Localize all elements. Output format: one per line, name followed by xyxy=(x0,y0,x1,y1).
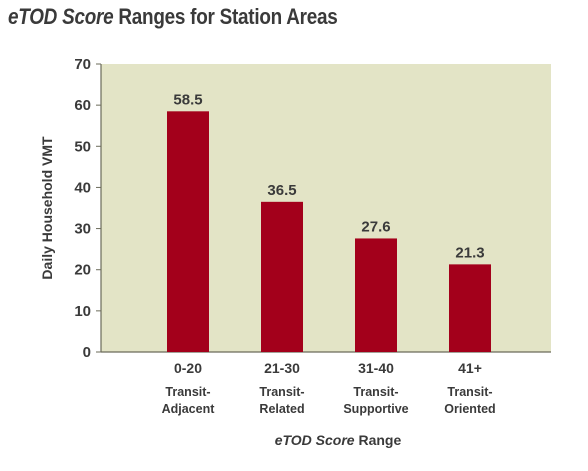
x-category-label: Transit- xyxy=(353,385,398,399)
x-tick-label: 41+ xyxy=(458,360,482,376)
x-category-label: Supportive xyxy=(343,402,408,416)
chart-title-italic: eTOD Score xyxy=(8,4,114,29)
x-category-label: Related xyxy=(259,402,304,416)
y-tick-label: 40 xyxy=(74,179,91,196)
bar xyxy=(355,238,397,352)
data-label: 27.6 xyxy=(361,218,390,235)
data-label: 36.5 xyxy=(267,182,296,199)
y-tick-label: 50 xyxy=(74,138,91,155)
y-tick-label: 60 xyxy=(74,97,91,114)
data-label: 58.5 xyxy=(173,91,202,108)
x-category-label: Transit- xyxy=(259,385,304,399)
x-category-label: Oriented xyxy=(444,402,495,416)
y-tick-label: 20 xyxy=(74,262,91,279)
data-label: 21.3 xyxy=(455,244,484,261)
x-axis-label-rest: Range xyxy=(355,432,402,448)
chart-title: eTOD Score Ranges for Station Areas xyxy=(8,4,338,30)
chart-title-rest: Ranges for Station Areas xyxy=(113,4,338,29)
bar xyxy=(167,111,209,352)
x-category-label: Transit- xyxy=(165,385,210,399)
x-tick-label: 0-20 xyxy=(174,360,202,376)
bar xyxy=(449,264,491,352)
x-axis-label-italic: eTOD Score xyxy=(275,432,355,448)
bar xyxy=(261,201,303,352)
y-tick-label: 0 xyxy=(83,344,91,361)
y-tick-label: 70 xyxy=(74,56,91,73)
x-tick-label: 21-30 xyxy=(264,360,300,376)
y-tick-label: 30 xyxy=(74,221,91,238)
y-axis-label: Daily Household VMT xyxy=(39,136,55,280)
x-axis-label: eTOD Score Range xyxy=(275,432,402,448)
x-category-label: Transit- xyxy=(447,385,492,399)
x-category-label: Adjacent xyxy=(162,402,216,416)
x-tick-label: 31-40 xyxy=(358,360,394,376)
y-tick-label: 10 xyxy=(74,303,91,320)
